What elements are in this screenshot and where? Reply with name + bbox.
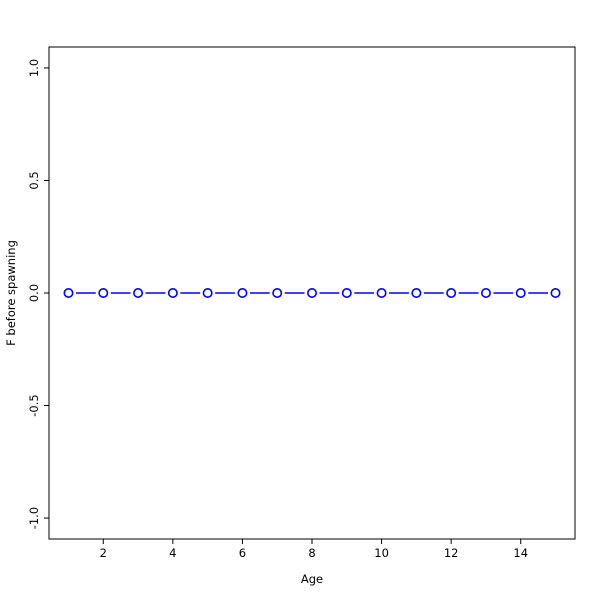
- y-axis-tick-label: -1.0: [27, 507, 41, 529]
- data-point-marker: [272, 287, 283, 298]
- x-axis-tick-label: 12: [444, 546, 459, 560]
- x-axis-tick-label: 10: [374, 546, 389, 560]
- y-axis-tick-label: 0.5: [27, 171, 41, 189]
- data-point-marker: [133, 287, 144, 298]
- data-point-marker: [237, 287, 248, 298]
- data-point-marker: [167, 287, 178, 298]
- y-axis-tick-label: 1.0: [27, 59, 41, 77]
- data-point-marker: [202, 287, 213, 298]
- data-point-marker: [515, 287, 526, 298]
- data-point-marker: [411, 287, 422, 298]
- data-point-marker: [98, 287, 109, 298]
- x-axis-title: Age: [301, 572, 323, 586]
- data-point-marker: [306, 287, 317, 298]
- x-axis-tick-label: 2: [100, 546, 107, 560]
- y-axis-tick-label: -0.5: [27, 394, 41, 416]
- data-point-marker: [376, 287, 387, 298]
- data-point-marker: [480, 287, 491, 298]
- data-point-marker: [550, 287, 561, 298]
- x-axis-tick-label: 8: [308, 546, 315, 560]
- data-point-marker: [63, 287, 74, 298]
- x-axis-tick-label: 6: [239, 546, 246, 560]
- data-point-marker: [341, 287, 352, 298]
- x-axis-tick-label: 14: [513, 546, 528, 560]
- y-axis-title: F before spawning: [4, 240, 18, 346]
- y-axis-tick-label: 0.0: [27, 284, 41, 302]
- data-point-marker: [446, 287, 457, 298]
- x-axis-tick-label: 4: [169, 546, 176, 560]
